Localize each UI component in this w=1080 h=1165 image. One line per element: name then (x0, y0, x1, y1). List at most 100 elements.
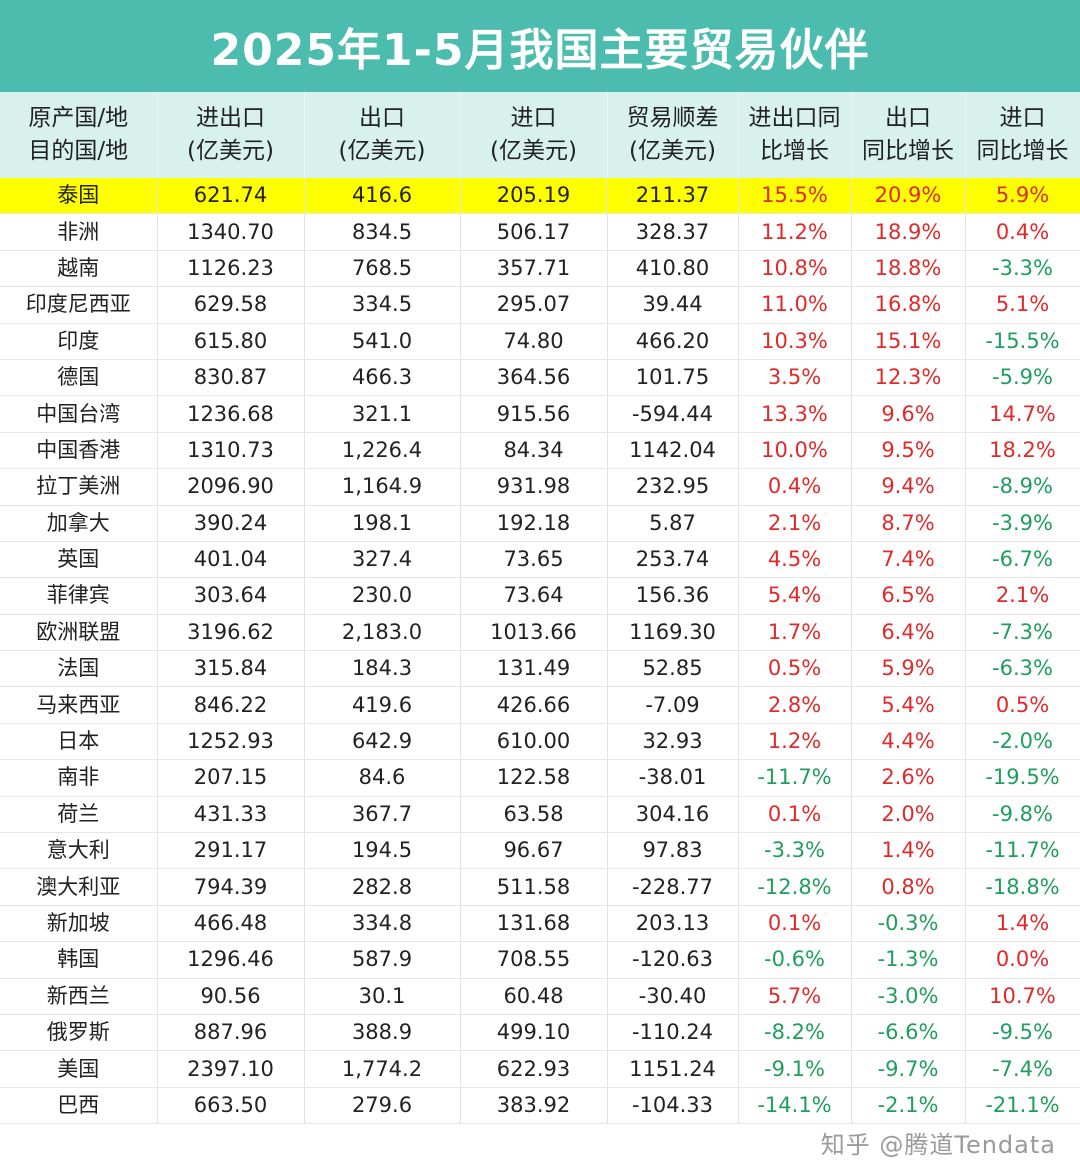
table-row: 俄罗斯 887.96 388.9 499.10 -110.24 -8.2% -6.6% -9.… (0, 1014, 1080, 1052)
cell-export-yoy: 0.8% (851, 868, 966, 906)
cell-export-yoy: 20.9% (851, 178, 966, 215)
cell-trade-surplus: -594.44 (607, 395, 739, 433)
cell-imports: 60.48 (460, 978, 608, 1015)
cell-exports: 466.3 (304, 359, 461, 397)
cell-trade-surplus: -30.40 (607, 978, 739, 1015)
cell-exports: 587.9 (304, 941, 461, 979)
cell-imports: 383.92 (460, 1087, 608, 1125)
cell-imports: 131.68 (460, 905, 608, 943)
header-export-yoy: 出口 同比增长 (851, 92, 966, 178)
cell-import-yoy: -15.5% (965, 323, 1080, 360)
cell-region: 日本 (0, 723, 158, 761)
cell-total-trade: 390.24 (157, 505, 305, 542)
cell-imports: 499.10 (460, 1014, 608, 1052)
cell-region: 印度 (0, 323, 158, 360)
cell-trade-surplus: 101.75 (607, 359, 739, 397)
cell-trade-surplus: 5.87 (607, 505, 739, 542)
cell-exports: 768.5 (304, 250, 461, 288)
cell-total-yoy: 11.2% (738, 213, 852, 251)
cell-exports: 416.6 (304, 178, 461, 215)
cell-imports: 357.71 (460, 250, 608, 288)
cell-exports: 834.5 (304, 213, 461, 251)
cell-trade-surplus: 156.36 (607, 577, 739, 615)
cell-total-trade: 615.80 (157, 323, 305, 360)
cell-region: 印度尼西亚 (0, 286, 158, 324)
cell-region: 巴西 (0, 1087, 158, 1125)
header-trade-surplus: 贸易顺差 (亿美元) (607, 92, 739, 178)
cell-imports: 74.80 (460, 323, 608, 360)
header-exports: 出口 (亿美元) (304, 92, 461, 178)
cell-trade-surplus: 1151.24 (607, 1050, 739, 1088)
cell-trade-surplus: 304.16 (607, 796, 739, 834)
cell-export-yoy: -1.3% (851, 941, 966, 979)
cell-total-yoy: 10.8% (738, 250, 852, 288)
cell-exports: 1,164.9 (304, 468, 461, 506)
cell-import-yoy: -18.8% (965, 868, 1080, 906)
cell-imports: 622.93 (460, 1050, 608, 1088)
table-row: 马来西亚 846.22 419.6 426.66 -7.09 2.8% 5.4% 0.5% (0, 686, 1080, 724)
cell-region: 意大利 (0, 832, 158, 870)
cell-total-trade: 2397.10 (157, 1050, 305, 1088)
cell-import-yoy: -7.4% (965, 1050, 1080, 1088)
header-line: 比增长 (760, 138, 829, 164)
cell-import-yoy: -8.9% (965, 468, 1080, 506)
table-row: 日本 1252.93 642.9 610.00 32.93 1.2% 4.4% -2.0% (0, 723, 1080, 761)
cell-exports: 1,774.2 (304, 1050, 461, 1088)
cell-import-yoy: -6.7% (965, 541, 1080, 579)
cell-total-trade: 621.74 (157, 178, 305, 215)
table-row: 拉丁美洲 2096.90 1,164.9 931.98 232.95 0.4% 9.4% -8… (0, 468, 1080, 506)
cell-total-trade: 3196.62 (157, 614, 305, 652)
cell-total-trade: 1236.68 (157, 395, 305, 433)
cell-total-trade: 1340.70 (157, 213, 305, 251)
cell-total-yoy: 3.5% (738, 359, 852, 397)
cell-import-yoy: -6.3% (965, 650, 1080, 688)
cell-region: 菲律宾 (0, 577, 158, 615)
cell-imports: 192.18 (460, 505, 608, 542)
table-row: 泰国 621.74 416.6 205.19 211.37 15.5% 20.9% 5.9% (0, 178, 1080, 215)
cell-export-yoy: 4.4% (851, 723, 966, 761)
table-row: 美国 2397.10 1,774.2 622.93 1151.24 -9.1% -9.7% -… (0, 1050, 1080, 1088)
cell-region: 法国 (0, 650, 158, 688)
cell-total-yoy: -8.2% (738, 1014, 852, 1052)
cell-imports: 708.55 (460, 941, 608, 979)
cell-total-trade: 90.56 (157, 978, 305, 1015)
cell-region: 南非 (0, 759, 158, 797)
cell-import-yoy: 0.4% (965, 213, 1080, 251)
cell-total-trade: 830.87 (157, 359, 305, 397)
header-line: 同比增长 (976, 138, 1069, 164)
cell-total-trade: 401.04 (157, 541, 305, 579)
cell-region: 新加坡 (0, 905, 158, 943)
header-row: 原产国/地 目的国/地 进出口 (亿美元) 出口 (亿美元) 进口 (亿美元) 贸易顺差 (亿美元… (0, 92, 1080, 178)
table-row: 新西兰 90.56 30.1 60.48 -30.40 5.7% -3.0% 10.7% (0, 978, 1080, 1015)
cell-total-trade: 1126.23 (157, 250, 305, 288)
cell-import-yoy: -9.8% (965, 796, 1080, 834)
cell-exports: 198.1 (304, 505, 461, 542)
cell-import-yoy: -19.5% (965, 759, 1080, 797)
table-body: 泰国 621.74 416.6 205.19 211.37 15.5% 20.9% 5.9% 非… (0, 178, 1080, 1125)
table-row: 英国 401.04 327.4 73.65 253.74 4.5% 7.4% -6.7% (0, 541, 1080, 579)
cell-imports: 131.49 (460, 650, 608, 688)
cell-total-trade: 303.64 (157, 577, 305, 615)
cell-imports: 96.67 (460, 832, 608, 870)
cell-imports: 426.66 (460, 686, 608, 724)
cell-trade-surplus: 52.85 (607, 650, 739, 688)
cell-total-yoy: -11.7% (738, 759, 852, 797)
cell-total-yoy: 5.4% (738, 577, 852, 615)
cell-imports: 295.07 (460, 286, 608, 324)
cell-total-yoy: -3.3% (738, 832, 852, 870)
cell-total-yoy: 0.5% (738, 650, 852, 688)
cell-total-yoy: 1.2% (738, 723, 852, 761)
table-row: 中国台湾 1236.68 321.1 915.56 -594.44 13.3% 9.6% 14… (0, 395, 1080, 433)
cell-import-yoy: 5.1% (965, 286, 1080, 324)
cell-export-yoy: 8.7% (851, 505, 966, 542)
table-row: 印度 615.80 541.0 74.80 466.20 10.3% 15.1% -15.5% (0, 323, 1080, 360)
cell-region: 荷兰 (0, 796, 158, 834)
cell-export-yoy: -2.1% (851, 1087, 966, 1125)
cell-region: 新西兰 (0, 978, 158, 1015)
cell-trade-surplus: 1169.30 (607, 614, 739, 652)
table-row: 南非 207.15 84.6 122.58 -38.01 -11.7% 2.6% -19.5% (0, 759, 1080, 797)
header-imports: 进口 (亿美元) (460, 92, 608, 178)
cell-exports: 334.5 (304, 286, 461, 324)
cell-trade-surplus: 328.37 (607, 213, 739, 251)
cell-total-yoy: -0.6% (738, 941, 852, 979)
